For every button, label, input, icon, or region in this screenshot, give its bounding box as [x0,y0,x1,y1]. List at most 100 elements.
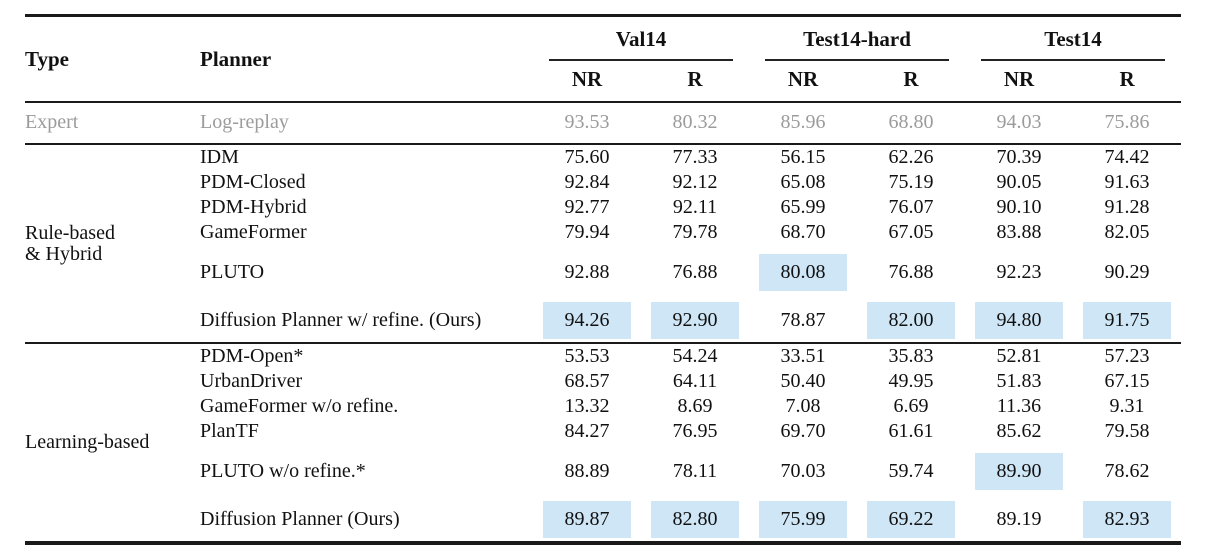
benchmark-results-table: Type Planner Val14 Test14-hard Test14 NR… [25,14,1182,545]
highlight-best-value: 94.80 [975,302,1064,339]
planner-name: Diffusion Planner (Ours) [200,508,400,530]
metric-value: 65.08 [780,171,826,193]
metric-value: 82.00 [857,293,965,343]
metric-value: 76.88 [672,261,718,283]
metric-value: 75.99 [749,492,857,543]
metric-value: 88.89 [564,460,610,482]
metric-value: 13.32 [564,395,610,417]
metric-value: 49.95 [888,370,934,392]
metric-value: 92.88 [564,261,610,283]
metric-value: 84.27 [564,420,610,442]
group-label: Test14 [1044,27,1102,51]
planner-name: Log-replay [200,102,533,145]
metric-value: 75.86 [1073,102,1182,145]
highlight-best-value: 82.80 [651,501,739,538]
metric-value: 91.75 [1073,293,1181,343]
metric-value: 9.31 [1109,395,1145,417]
planner-name: PLUTO w/o refine.* [200,460,366,482]
metric-value: 92.12 [672,171,718,193]
metric-value: 76.07 [888,196,934,218]
metric-value: 80.32 [641,102,750,145]
group-underline [981,59,1166,61]
type-label: Rule-based & Hybrid [25,143,200,343]
metric-value: 69.70 [780,420,826,442]
group-underline [549,59,734,61]
metric-value: 53.53 [533,342,641,369]
metric-value: 94.03 [965,102,1074,145]
col-header-r: R [1073,61,1182,103]
metric-value: 56.15 [749,143,858,170]
metric-value: 69.22 [857,492,965,543]
planner-name: GameFormer w/o refine. [200,395,399,417]
metric-value: 8.69 [677,395,713,417]
planner-name: UrbanDriver [200,370,303,392]
planner-name: PLUTO [200,261,265,283]
type-label: Learning-based [25,342,200,543]
metric-value: 80.08 [749,245,857,293]
col-header-nr: NR [749,61,858,103]
metric-value: 90.10 [996,196,1042,218]
metric-value: 67.05 [888,221,934,243]
table-row: PLUTO w/o refine.* 88.89 78.11 70.03 59.74 89… [25,444,1181,492]
expert-section: Expert Log-replay 93.53 80.32 85.96 68.8… [25,102,1182,145]
metric-value: 94.80 [965,293,1073,343]
table-row: PDM-Hybrid 92.77 92.11 65.99 76.07 90.10 91.28 [25,195,1181,220]
metric-value: 62.26 [857,143,966,170]
table-row: PlanTF 84.27 76.95 69.70 61.61 85.62 79.58 [25,419,1181,444]
metric-value: 79.78 [672,221,718,243]
metric-value: 94.26 [533,293,641,343]
group-label: Test14-hard [803,27,911,51]
highlight-best-value: 92.90 [651,302,739,339]
planner-name: PDM-Closed [200,171,306,193]
metric-value: 52.81 [965,342,1074,369]
metric-value: 82.93 [1073,492,1181,543]
metric-value: 68.70 [780,221,826,243]
group-header-row: Type Planner Val14 Test14-hard Test14 [25,15,1181,103]
highlight-best-value: 82.93 [1083,501,1172,538]
metric-value: 67.15 [1104,370,1150,392]
metric-value: 89.19 [996,508,1042,530]
table-row: PLUTO 92.88 76.88 80.08 76.88 92.23 90.29 [25,245,1181,293]
metric-value: 35.83 [857,342,966,369]
metric-value: 54.24 [641,342,750,369]
group-label: Val14 [615,27,667,51]
planner-name: PDM-Hybrid [200,196,307,218]
highlight-best-value: 89.90 [975,453,1064,490]
metric-value: 89.90 [965,444,1073,492]
metric-value: 85.62 [996,420,1042,442]
metric-value: 61.61 [888,420,934,442]
group-header-test14: Test14 [965,16,1181,61]
metric-value: 76.95 [672,420,718,442]
highlight-best-value: 75.99 [759,501,848,538]
table-row: PDM-Closed 92.84 92.12 65.08 75.19 90.05 91.63 [25,170,1181,195]
metric-value: 92.11 [672,196,718,218]
group-underline [765,59,950,61]
highlight-best-value: 94.26 [543,302,631,339]
col-header-planner: Planner [200,15,533,103]
metric-value: 76.88 [888,261,934,283]
table-row: GameFormer 79.94 79.78 68.70 67.05 83.88 82.05 [25,220,1181,245]
metric-value: 77.33 [641,143,750,170]
table-row: GameFormer w/o refine. 13.32 8.69 7.08 6.69 1… [25,394,1181,419]
highlight-best-value: 89.87 [543,501,631,538]
metric-value: 75.19 [888,171,934,193]
metric-value: 78.87 [780,309,826,331]
metric-value: 33.51 [749,342,858,369]
metric-value: 82.05 [1104,221,1150,243]
metric-value: 57.23 [1073,342,1182,369]
col-header-nr: NR [533,61,641,103]
metric-value: 11.36 [996,395,1042,417]
metric-value: 50.40 [780,370,826,392]
metric-value: 93.53 [533,102,641,145]
group-header-test14-hard: Test14-hard [749,16,965,61]
metric-value: 90.05 [996,171,1042,193]
metric-value: 79.94 [564,221,610,243]
metric-value: 7.08 [785,395,821,417]
metric-value: 92.77 [564,196,610,218]
planner-name: Diffusion Planner w/ refine. (Ours) [200,309,482,331]
metric-value: 92.23 [996,261,1042,283]
metric-value: 85.96 [749,102,858,145]
table-row: Learning-based PDM-Open* 53.53 54.24 33.51 35… [25,342,1182,543]
metric-value: 92.90 [641,293,749,343]
